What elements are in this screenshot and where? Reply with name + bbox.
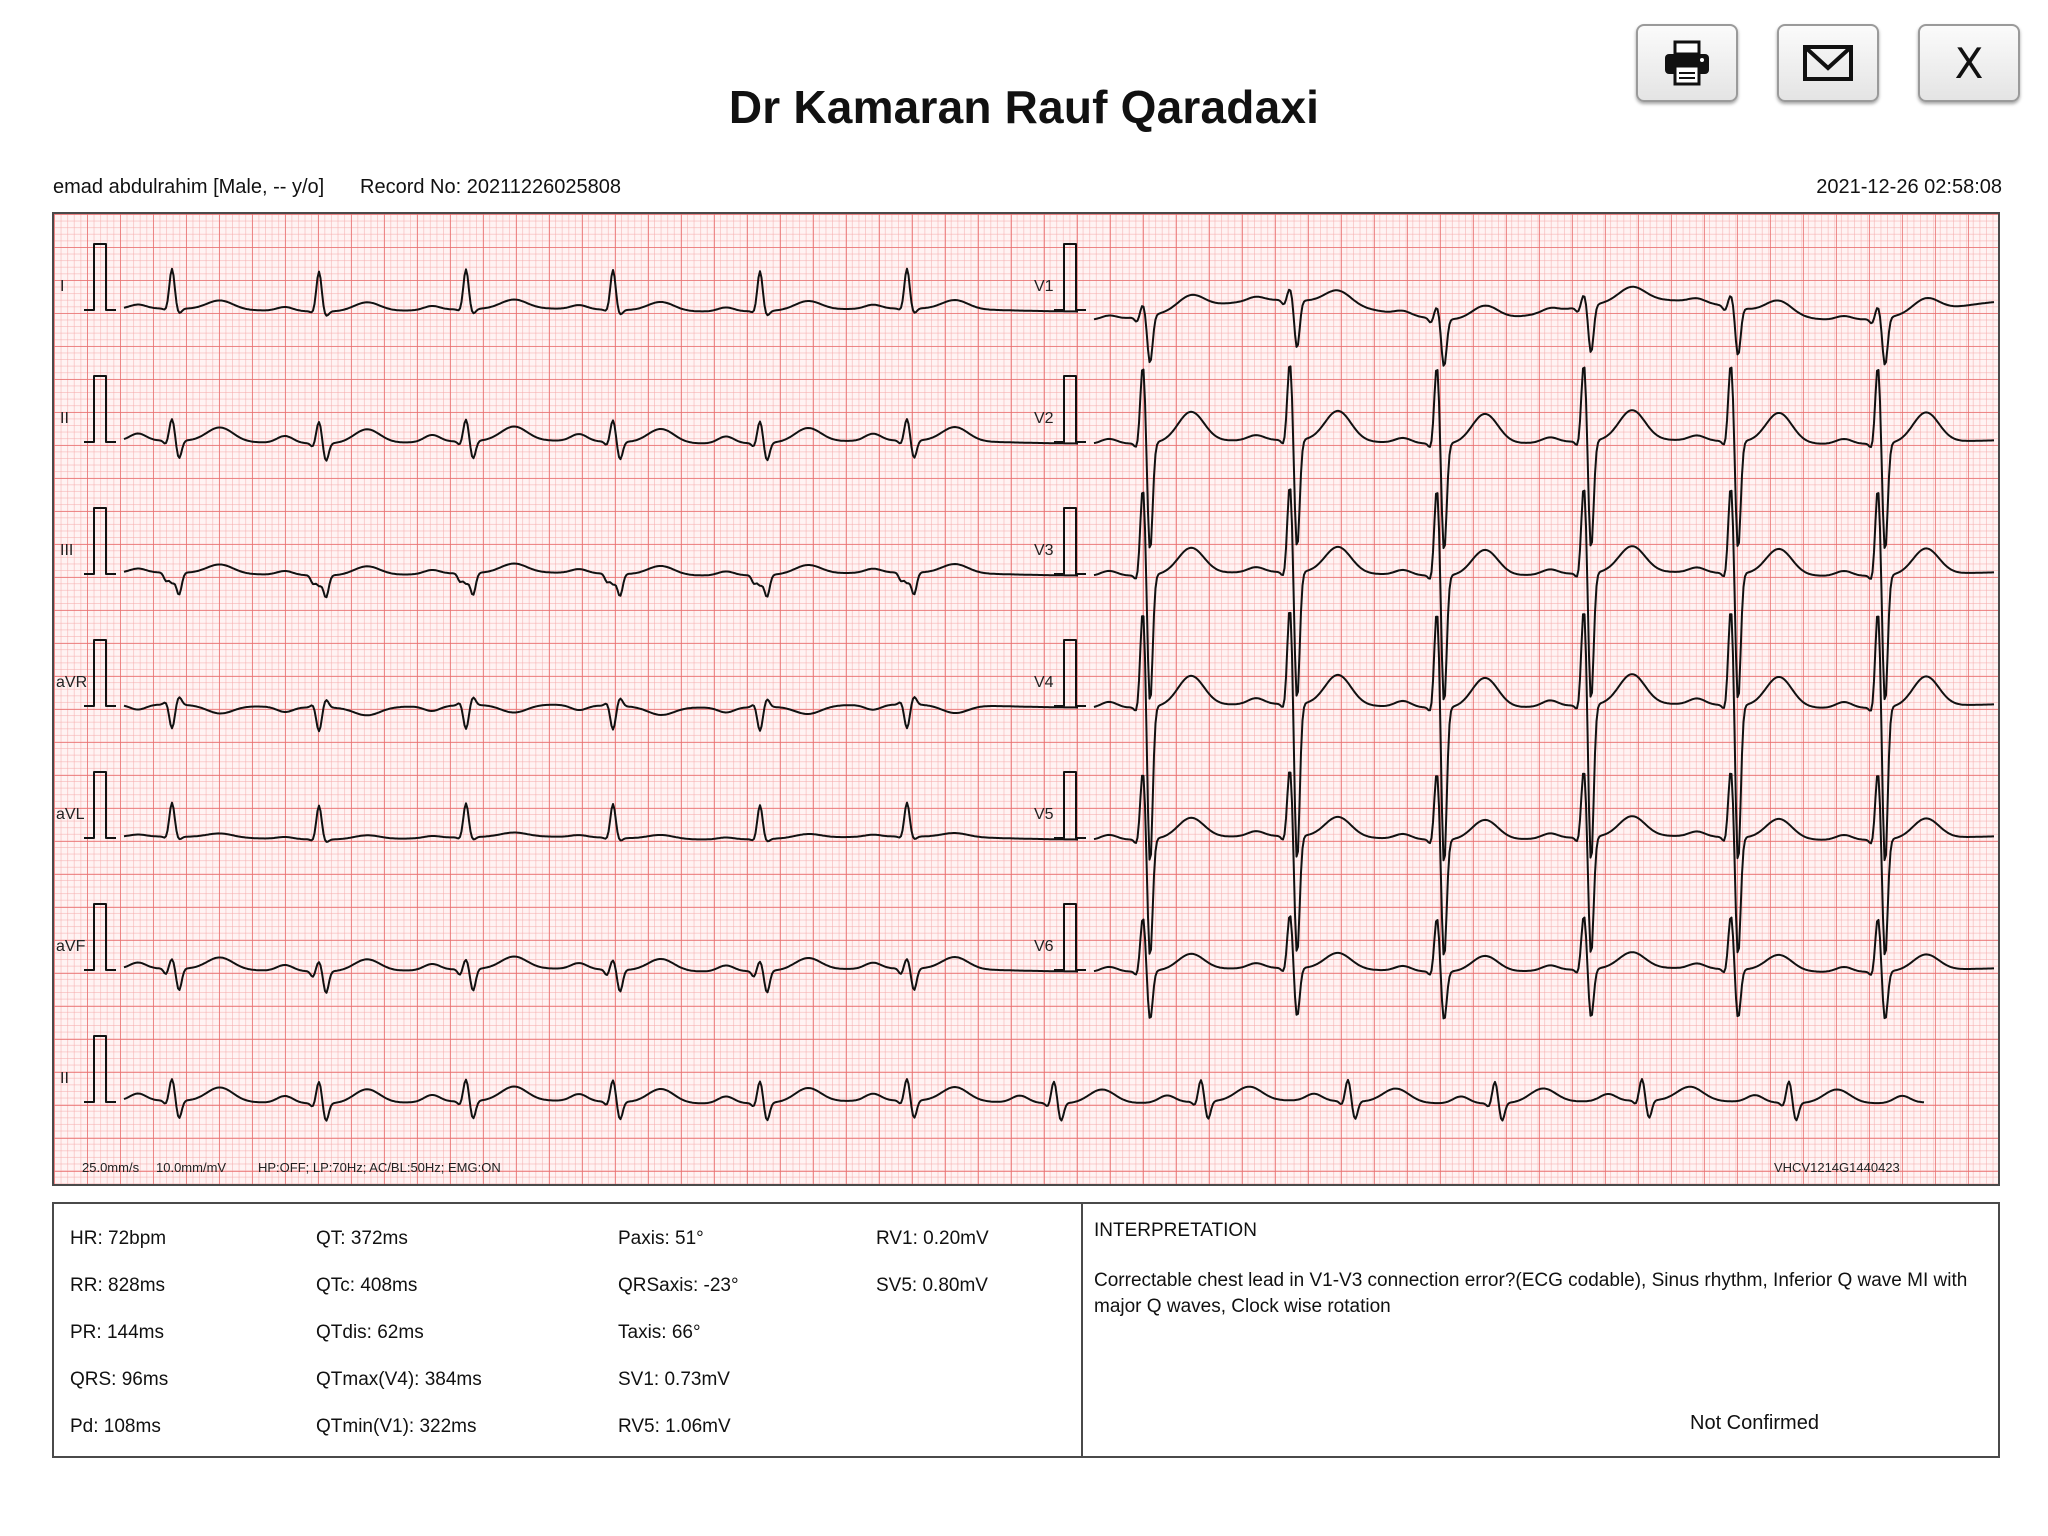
ecg-trace-right (1093, 365, 1994, 550)
calibration-pulse-right (1054, 507, 1086, 575)
calibration-pulse-right (1054, 375, 1086, 443)
calibration-pulse-left (84, 771, 116, 839)
envelope-icon (1803, 45, 1853, 81)
lead-label-aVL: aVL (56, 806, 85, 823)
ecg-trace-left (123, 696, 1078, 733)
taxis-value: Taxis: 66° (618, 1322, 701, 1343)
printer-icon (1665, 40, 1709, 86)
qtmin-value: QTmin(V1): 322ms (316, 1416, 477, 1437)
qtdis-value: QTdis: 62ms (316, 1322, 424, 1343)
hr-value: HR: 72bpm (70, 1228, 167, 1249)
qtmax-value: QTmax(V4): 384ms (316, 1369, 482, 1390)
qtc-value: QTc: 408ms (316, 1275, 418, 1296)
sv5-value: SV5: 0.80mV (876, 1275, 988, 1296)
confirmation-status: Not Confirmed (1690, 1412, 1819, 1434)
ecg-trace-right (1093, 771, 1994, 956)
rv1-value: RV1: 0.20mV (876, 1228, 989, 1249)
ecg-trace-right (1093, 915, 1994, 1020)
rr-value: RR: 828ms (70, 1275, 166, 1296)
doctor-title: Dr Kamaran Rauf Qaradaxi (728, 81, 1320, 133)
qrs-value: QRS: 96ms (70, 1369, 169, 1390)
patient-info: emad abdulrahim [Male, -- y/o] (53, 176, 325, 198)
lead-label-V1: V1 (1034, 278, 1054, 295)
record-number: Record No: 20211226025808 (360, 176, 621, 198)
ecg-grid: I II III aVR aVL aVF II V1 V2 V3 V4 V5 V… (52, 212, 2000, 1186)
sv1-value: SV1: 0.73mV (618, 1369, 730, 1390)
lead-label-aVR: aVR (56, 674, 88, 691)
ecg-trace-left (123, 801, 1078, 843)
record-datetime: 2021-12-26 02:58:08 (1816, 176, 2002, 198)
qt-value: QT: 372ms (316, 1228, 408, 1249)
calibration-pulse-rhythm (84, 1035, 116, 1103)
ecg-trace-left (123, 955, 1078, 994)
calibration-pulse-right (1054, 243, 1086, 311)
lead-label-V5: V5 (1034, 806, 1054, 823)
qrsaxis-value: QRSaxis: -23° (618, 1275, 739, 1296)
lead-label-II: II (60, 410, 69, 427)
ecg-traces (84, 243, 1995, 1122)
calibration-pulse-right (1054, 639, 1086, 707)
print-button[interactable] (1636, 24, 1738, 102)
ecg-trace-left (123, 562, 1078, 599)
measurements-col-2: QT: 372ms QTc: 408ms QTdis: 62ms QTmax(V… (316, 1228, 482, 1463)
calibration-pulse-left (84, 243, 116, 311)
lead-label-I: I (60, 278, 65, 295)
paper-speed: 25.0mm/s (82, 1160, 140, 1175)
ecg-trace-rhythm (123, 1078, 1925, 1122)
interpretation-heading: INTERPRETATION (1094, 1220, 1257, 1241)
lead-label-V2: V2 (1034, 410, 1054, 427)
ecg-trace-right (1093, 488, 1994, 701)
gain-setting: 10.0mm/mV (156, 1160, 227, 1175)
calibration-pulse-right (1054, 771, 1086, 839)
pd-value: Pd: 108ms (70, 1416, 161, 1437)
device-id: VHCV1214G1440423 (1774, 1160, 1900, 1175)
calibration-pulse-left (84, 507, 116, 575)
lead-label-III: III (60, 542, 74, 559)
calibration-pulse-left (84, 639, 116, 707)
measurements-col-3: Paxis: 51° QRSaxis: -23° Taxis: 66° SV1:… (618, 1228, 739, 1463)
paxis-value: Paxis: 51° (618, 1228, 704, 1249)
ecg-trace-left (123, 267, 1078, 317)
measurements-col-1: HR: 72bpm RR: 828ms PR: 144ms QRS: 96ms … (70, 1228, 168, 1463)
close-button[interactable]: X (1918, 24, 2020, 102)
ecg-trace-right (1093, 611, 1994, 862)
interpretation-text: Correctable chest lead in V1-V3 connecti… (1094, 1270, 1968, 1317)
rv5-value: RV5: 1.06mV (618, 1416, 731, 1437)
calibration-pulse-left (84, 375, 116, 443)
measurements-col-4: RV1: 0.20mV SV5: 0.80mV (876, 1228, 989, 1322)
calibration-pulse-left (84, 903, 116, 971)
ecg-trace-left (123, 418, 1078, 462)
pr-value: PR: 144ms (70, 1322, 164, 1343)
lead-label-aVF: aVF (56, 938, 86, 955)
lead-label-V4: V4 (1034, 674, 1054, 691)
calibration-pulse-right (1054, 903, 1086, 971)
lead-label-V6: V6 (1034, 938, 1054, 955)
measurements-panel: HR: 72bpm RR: 828ms PR: 144ms QRS: 96ms … (52, 1202, 2000, 1458)
panel-divider (1081, 1204, 1083, 1456)
ecg-trace-right (1093, 285, 1995, 367)
lead-label-rhythm-II: II (60, 1070, 69, 1087)
lead-label-V3: V3 (1034, 542, 1054, 559)
close-label: X (1954, 38, 1984, 88)
filter-settings: HP:OFF; LP:70Hz; AC/BL:50Hz; EMG:ON (258, 1160, 501, 1175)
email-button[interactable] (1777, 24, 1879, 102)
